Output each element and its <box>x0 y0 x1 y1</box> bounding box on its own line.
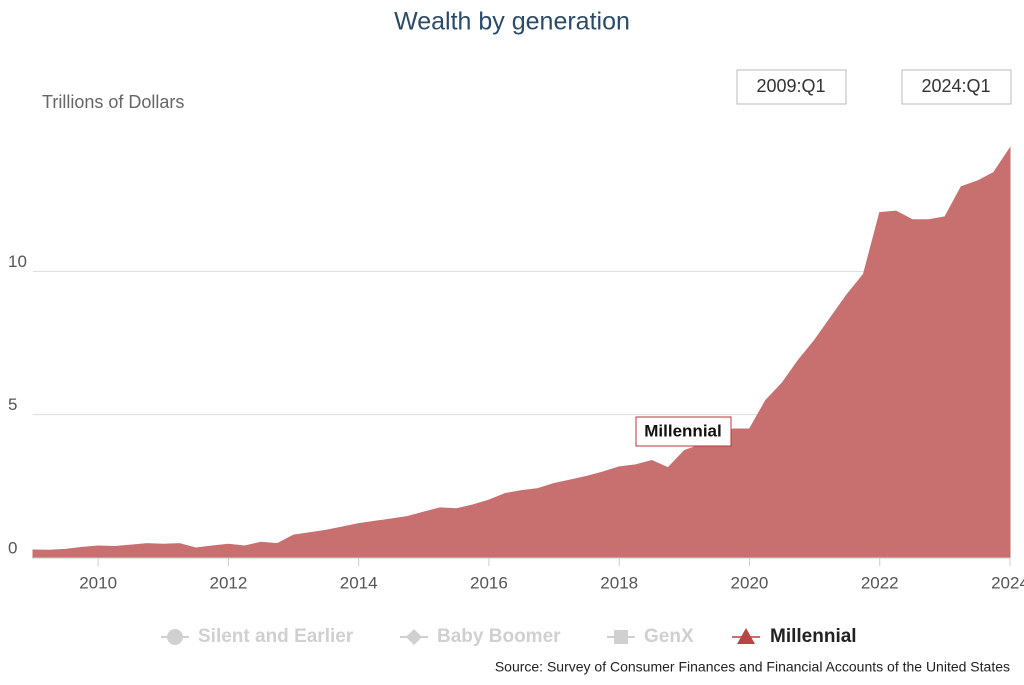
y-tick-label: 5 <box>8 395 17 414</box>
x-tick-label: 2014 <box>340 573 378 592</box>
range-start[interactable]: 2009:Q1 <box>756 76 825 96</box>
source: Source: Survey of Consumer Finances and … <box>495 659 1010 675</box>
x-tick-label: 2018 <box>600 573 638 592</box>
x-tick-label: 2012 <box>209 573 247 592</box>
x-tick-label: 2016 <box>470 573 508 592</box>
legend-marker[interactable] <box>167 629 183 645</box>
legend-marker[interactable] <box>737 628 755 644</box>
legend-marker[interactable] <box>614 630 628 644</box>
tooltip: Millennial <box>644 421 721 440</box>
x-tick-label: 2024 <box>991 573 1024 592</box>
legend-label[interactable]: GenX <box>644 626 694 647</box>
tooltip-box <box>635 416 732 447</box>
legend: Silent and Earlier Baby Boomer GenX Millenn… <box>161 626 857 647</box>
y-tick-label: 10 <box>8 252 27 271</box>
area <box>32 146 1011 559</box>
x-tick-label: 2020 <box>731 573 769 592</box>
x-tick-label: 2010 <box>79 573 117 592</box>
chart-title: Wealth by generation <box>394 8 630 36</box>
x-tick-label: 2022 <box>861 573 899 592</box>
y-axis-label: Trillions of Dollars <box>42 92 184 112</box>
plot-area: 0 5 10 2010 2012 2014 2016 2018 2020 2022 2024 <box>8 146 1024 592</box>
range-end[interactable]: 2024:Q1 <box>921 76 990 96</box>
range-start-box[interactable] <box>736 69 847 105</box>
legend-label[interactable]: Silent and Earlier <box>198 626 354 647</box>
legend-marker[interactable] <box>406 629 422 645</box>
legend-label[interactable]: Baby Boomer <box>437 626 561 647</box>
legend-label[interactable]: Millennial <box>770 626 857 647</box>
y-tick-label: 0 <box>8 538 17 557</box>
range-end-box[interactable] <box>901 69 1012 105</box>
